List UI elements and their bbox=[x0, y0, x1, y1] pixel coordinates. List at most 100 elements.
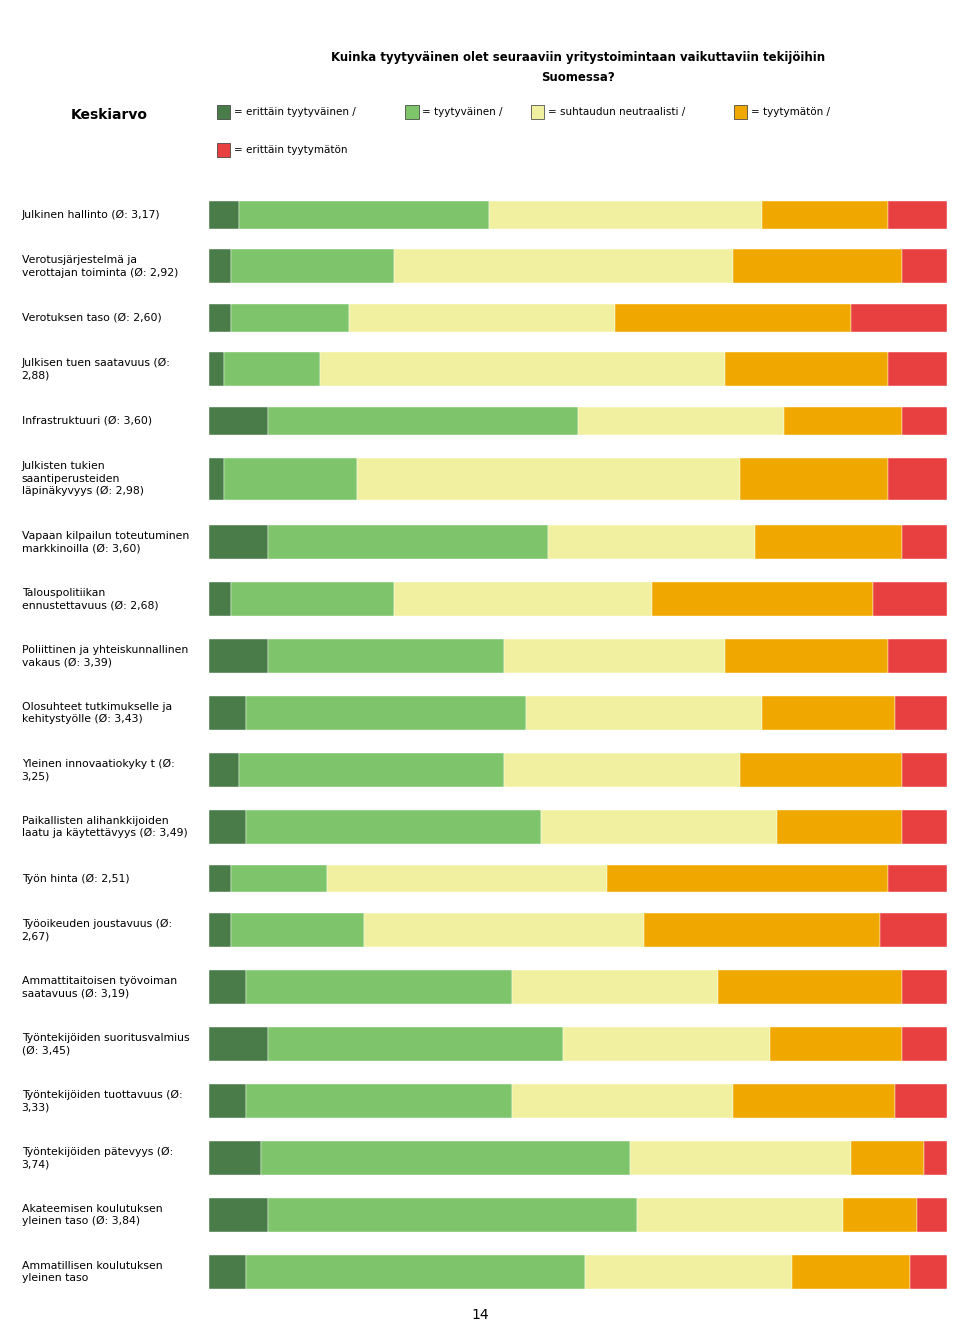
Text: Poliittinen ja yhteiskunnallinen
vakaus (Ø: 3,39): Poliittinen ja yhteiskunnallinen vakaus … bbox=[21, 645, 188, 668]
Bar bbox=[261, 1141, 630, 1175]
Text: Työoikeuden joustavuus (Ø:
2,67): Työoikeuden joustavuus (Ø: 2,67) bbox=[21, 919, 172, 942]
Text: Kuinka tyytyväinen olet seuraaviin yritystoimintaan vaikuttaviin tekijöihin: Kuinka tyytyväinen olet seuraaviin yrity… bbox=[331, 51, 825, 64]
Bar bbox=[873, 582, 947, 617]
Bar bbox=[792, 1255, 910, 1288]
Bar bbox=[586, 1255, 792, 1288]
Bar bbox=[541, 809, 777, 844]
Bar bbox=[209, 1255, 246, 1288]
Bar bbox=[902, 524, 947, 559]
Bar bbox=[239, 201, 490, 229]
Bar bbox=[902, 809, 947, 844]
Bar bbox=[504, 753, 740, 787]
Bar bbox=[209, 1028, 268, 1061]
Text: Työn hinta (Ø: 2,51): Työn hinta (Ø: 2,51) bbox=[21, 874, 130, 883]
Bar bbox=[531, 104, 544, 119]
Bar bbox=[231, 864, 327, 892]
Bar bbox=[209, 809, 246, 844]
Bar bbox=[740, 458, 888, 499]
Text: 14: 14 bbox=[471, 1309, 489, 1322]
Text: Julkisten tukien
saantiperusteiden
läpinäkyvyys (Ø: 2,98): Julkisten tukien saantiperusteiden läpin… bbox=[21, 462, 144, 496]
Bar bbox=[246, 970, 512, 1004]
Text: = erittäin tyytymätön: = erittäin tyytymätön bbox=[233, 146, 348, 155]
Bar bbox=[608, 864, 888, 892]
Bar bbox=[209, 970, 246, 1004]
Bar bbox=[394, 582, 652, 617]
Bar bbox=[888, 201, 947, 229]
Text: Infrastruktuuri (Ø: 3,60): Infrastruktuuri (Ø: 3,60) bbox=[21, 416, 152, 425]
Bar bbox=[740, 753, 902, 787]
Bar bbox=[644, 913, 880, 947]
Bar bbox=[902, 970, 947, 1004]
Text: Paikallisten alihankkijoiden
laatu ja käytettävyys (Ø: 3,49): Paikallisten alihankkijoiden laatu ja kä… bbox=[21, 816, 187, 839]
Bar bbox=[762, 696, 895, 731]
Bar bbox=[231, 582, 394, 617]
Bar bbox=[784, 407, 902, 435]
Text: Vapaan kilpailun toteutuminen
markkinoilla (Ø: 3,60): Vapaan kilpailun toteutuminen markkinoil… bbox=[21, 531, 189, 554]
Bar bbox=[246, 809, 541, 844]
Bar bbox=[394, 249, 732, 284]
Bar bbox=[209, 1084, 246, 1119]
Bar bbox=[755, 524, 902, 559]
Bar bbox=[327, 864, 608, 892]
Text: Ammattitaitoisen työvoiman
saatavuus (Ø: 3,19): Ammattitaitoisen työvoiman saatavuus (Ø:… bbox=[21, 975, 177, 998]
Bar bbox=[268, 640, 504, 673]
Bar bbox=[209, 352, 224, 387]
Bar bbox=[770, 1028, 902, 1061]
Bar bbox=[209, 1198, 268, 1232]
Bar bbox=[349, 304, 614, 332]
Text: = tyytymätön /: = tyytymätön / bbox=[751, 107, 829, 116]
Bar bbox=[209, 1141, 261, 1175]
Bar bbox=[405, 104, 419, 119]
Bar bbox=[902, 753, 947, 787]
Bar bbox=[224, 352, 320, 387]
Bar bbox=[209, 524, 268, 559]
Text: Suomessa?: Suomessa? bbox=[541, 71, 614, 84]
Bar bbox=[652, 582, 873, 617]
Bar bbox=[209, 864, 231, 892]
Bar bbox=[320, 352, 726, 387]
Text: = tyytyväinen /: = tyytyväinen / bbox=[422, 107, 503, 116]
Bar bbox=[209, 249, 231, 284]
Bar bbox=[902, 407, 947, 435]
Bar bbox=[217, 143, 230, 157]
Text: Verotuksen taso (Ø: 2,60): Verotuksen taso (Ø: 2,60) bbox=[21, 313, 161, 322]
Bar bbox=[888, 352, 947, 387]
Bar bbox=[851, 1141, 924, 1175]
Bar bbox=[902, 1028, 947, 1061]
Bar bbox=[762, 201, 888, 229]
Bar bbox=[636, 1198, 843, 1232]
Bar bbox=[726, 352, 888, 387]
Bar bbox=[732, 1084, 895, 1119]
Bar bbox=[209, 913, 231, 947]
Bar bbox=[246, 1255, 586, 1288]
Bar bbox=[209, 582, 231, 617]
Bar bbox=[239, 753, 504, 787]
Bar bbox=[209, 458, 224, 499]
Bar bbox=[726, 640, 888, 673]
Bar bbox=[209, 407, 268, 435]
Bar bbox=[630, 1141, 851, 1175]
Text: Verotusjärjestelmä ja
verottajan toiminta (Ø: 2,92): Verotusjärjestelmä ja verottajan toimint… bbox=[21, 256, 178, 278]
Bar bbox=[548, 524, 755, 559]
Bar bbox=[209, 696, 246, 731]
Bar bbox=[268, 1028, 564, 1061]
Text: Työntekijöiden tuottavuus (Ø:
3,33): Työntekijöiden tuottavuus (Ø: 3,33) bbox=[21, 1089, 182, 1112]
Text: Olosuhteet tutkimukselle ja
kehitystyölle (Ø: 3,43): Olosuhteet tutkimukselle ja kehitystyöll… bbox=[21, 702, 172, 724]
Bar bbox=[246, 696, 526, 731]
Bar bbox=[231, 304, 349, 332]
Bar bbox=[231, 913, 364, 947]
Bar bbox=[224, 458, 357, 499]
Bar bbox=[851, 304, 947, 332]
Bar bbox=[895, 696, 947, 731]
Bar bbox=[888, 640, 947, 673]
Text: Talouspolitiikan
ennustettavuus (Ø: 2,68): Talouspolitiikan ennustettavuus (Ø: 2,68… bbox=[21, 587, 158, 610]
Bar bbox=[895, 1084, 947, 1119]
Bar bbox=[526, 696, 762, 731]
Bar bbox=[231, 249, 394, 284]
Bar bbox=[917, 1198, 947, 1232]
Bar bbox=[357, 458, 740, 499]
Bar bbox=[578, 407, 784, 435]
Bar bbox=[504, 640, 726, 673]
Text: Yleinen innovaatiokyky t (Ø:
3,25): Yleinen innovaatiokyky t (Ø: 3,25) bbox=[21, 759, 175, 781]
Bar bbox=[564, 1028, 770, 1061]
